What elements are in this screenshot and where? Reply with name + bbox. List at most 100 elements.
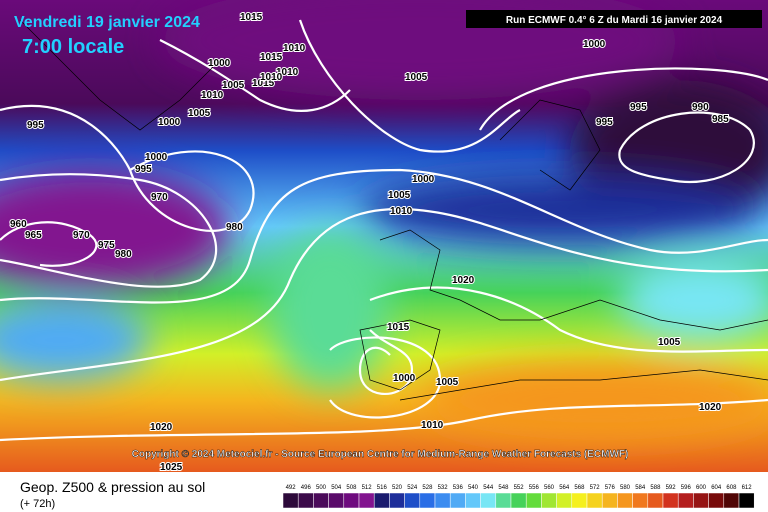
isobar-label: 1010 xyxy=(421,420,444,431)
color-legend: 492 496 500 504 508 512 516 520 524 528 532 536 540 5… xyxy=(282,485,755,509)
isobar-label: 1020 xyxy=(150,422,173,433)
isobar-label: 995 xyxy=(27,120,44,131)
legend-label: 560 xyxy=(544,485,555,491)
legend-label: 548 xyxy=(498,485,509,491)
isobar-label: 960 xyxy=(10,219,27,230)
legend-label: 568 xyxy=(574,485,585,491)
legend-swatch xyxy=(449,492,466,509)
isobar-label: 1000 xyxy=(412,174,435,185)
legend-swatch xyxy=(419,492,436,509)
isobar-label: 1000 xyxy=(393,373,416,384)
isobar-label: 1015 xyxy=(240,12,263,23)
isobar-label: 1000 xyxy=(145,152,168,163)
legend-swatch xyxy=(389,492,405,509)
legend-label: 532 xyxy=(438,485,449,491)
isobars xyxy=(0,19,768,442)
legend-label: 600 xyxy=(696,485,707,491)
isobar-label: 1005 xyxy=(658,337,681,348)
legend-label: 572 xyxy=(590,485,601,491)
isobar-label: 970 xyxy=(151,192,168,203)
isobar-label: 1010 xyxy=(390,206,413,217)
legend-label: 580 xyxy=(620,485,631,491)
legend-swatch xyxy=(586,492,603,509)
isobar-label: 1005 xyxy=(222,80,245,91)
legend-label: 612 xyxy=(742,485,753,491)
legend-swatch xyxy=(373,492,390,509)
legend-label: 608 xyxy=(726,485,737,491)
legend-swatch xyxy=(723,492,740,509)
isobar-label: 1010 xyxy=(201,90,224,101)
isobar-label: 1005 xyxy=(188,108,211,119)
legend-swatch xyxy=(571,492,588,509)
legend-swatch xyxy=(708,492,725,509)
isobar-label: 1000 xyxy=(208,58,231,69)
isobar-label: 995 xyxy=(596,117,613,128)
legend-swatch xyxy=(404,492,421,509)
legend-label: 528 xyxy=(422,485,433,491)
legend-swatch xyxy=(556,492,573,509)
isobar-label: 1005 xyxy=(405,72,428,83)
isobar-label: 1000 xyxy=(158,117,181,128)
isobar-label: 1000 xyxy=(583,39,606,50)
coastlines xyxy=(19,19,768,401)
legend-swatch xyxy=(677,492,694,509)
legend-swatch xyxy=(313,492,329,509)
isobar-label: 995 xyxy=(630,102,647,113)
isobar-label: 1020 xyxy=(699,402,722,413)
footer-title: Geop. Z500 & pression au sol xyxy=(20,479,205,495)
isobar-labels: 1015101010151010100010051005101599510101… xyxy=(9,11,730,474)
copyright: Copyright © 2024 Meteociel.fr - Source E… xyxy=(132,449,629,460)
legend-swatch xyxy=(297,492,314,509)
legend-label: 524 xyxy=(407,485,418,491)
legend-swatch xyxy=(662,492,679,509)
isobar-label: 1010 xyxy=(260,72,283,83)
legend-label: 556 xyxy=(529,485,540,491)
legend-label: 564 xyxy=(559,485,570,491)
isobar-label: 965 xyxy=(25,230,42,241)
isobar-label: 995 xyxy=(135,164,152,175)
isobar-label: 1005 xyxy=(436,377,459,388)
run-label: Run ECMWF 0.4° 6 Z du Mardi 16 janvier 2… xyxy=(506,15,723,26)
isobar-label: 970 xyxy=(73,230,90,241)
footer-lead: (+ 72h) xyxy=(20,498,55,510)
legend-label: 592 xyxy=(666,485,677,491)
legend-label: 544 xyxy=(483,485,494,491)
legend-label: 512 xyxy=(362,485,373,491)
legend-swatch xyxy=(541,492,557,509)
legend-swatch xyxy=(525,492,542,509)
legend-label: 552 xyxy=(514,485,525,491)
legend-swatch xyxy=(343,492,360,509)
legend-label: 492 xyxy=(286,485,297,491)
legend-swatch xyxy=(647,492,664,509)
legend-swatch xyxy=(434,492,451,509)
isobar-label: 985 xyxy=(712,114,729,125)
isobar-label: 980 xyxy=(226,222,243,233)
legend-label: 588 xyxy=(650,485,661,491)
isobar-label: 990 xyxy=(692,102,709,113)
legend-swatch xyxy=(495,492,512,509)
legend-swatch xyxy=(465,492,481,509)
legend-label: 596 xyxy=(681,485,692,491)
isobar-label: 1005 xyxy=(388,190,411,201)
legend-label: 520 xyxy=(392,485,403,491)
isobar-label: 1010 xyxy=(283,43,306,54)
time-label: 7:00 locale xyxy=(22,36,124,58)
legend-swatch xyxy=(282,492,299,509)
isobar-label: 1015 xyxy=(260,52,283,63)
isobar-label: 1015 xyxy=(387,322,410,333)
legend-swatch xyxy=(738,492,755,509)
isobar-label: 1025 xyxy=(160,462,183,473)
run-box xyxy=(466,10,762,28)
legend-swatch xyxy=(480,492,497,509)
legend-swatch xyxy=(510,492,527,509)
date-label: Vendredi 19 janvier 2024 xyxy=(14,14,200,31)
legend-label: 576 xyxy=(605,485,616,491)
legend-swatch xyxy=(693,492,709,509)
legend-label: 540 xyxy=(468,485,479,491)
isobar-label: 1010 xyxy=(276,67,299,78)
legend-swatch xyxy=(601,492,618,509)
legend-label: 504 xyxy=(331,485,342,491)
legend-label: 516 xyxy=(377,485,388,491)
